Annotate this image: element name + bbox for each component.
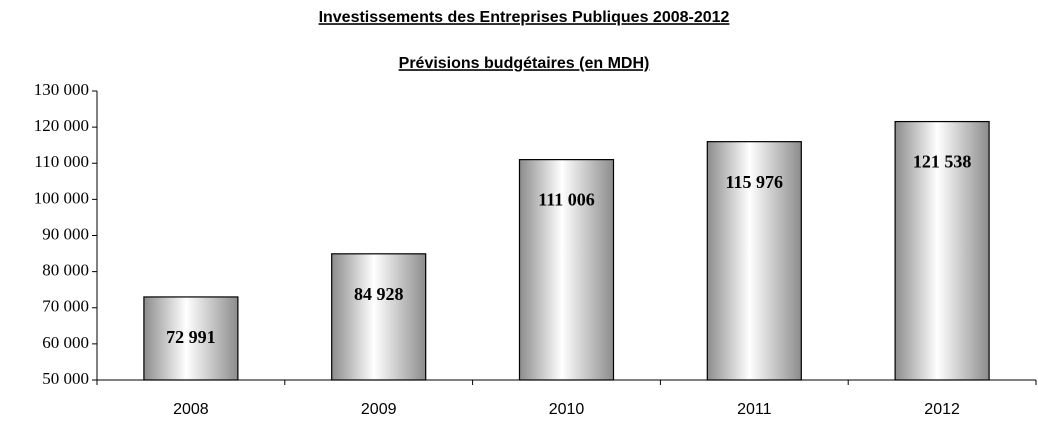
x-tick-label: 2012 [924,401,960,418]
bar [143,296,239,381]
x-tick-label: 2010 [549,401,585,418]
x-tick-label: 2011 [737,401,772,418]
y-tick-label: 60 000 [42,333,89,352]
bar [331,253,427,381]
y-tick-label: 50 000 [42,369,89,388]
chart-title: Investissements des Entreprises Publique… [319,9,730,26]
value-label: 111 006 [538,190,595,210]
y-tick-label: 90 000 [42,224,89,243]
y-tick-label: 130 000 [34,80,89,99]
value-label: 84 928 [354,284,404,304]
y-tick-label: 80 000 [42,261,89,280]
value-label: 115 976 [726,172,784,192]
value-label: 72 991 [166,327,216,347]
bar [706,141,802,381]
y-tick-label: 70 000 [42,297,89,316]
y-tick-label: 110 000 [34,152,89,171]
chart-subtitle: Prévisions budgétaires (en MDH) [399,55,650,72]
x-tick-label: 2009 [361,401,397,418]
bar [894,120,990,381]
y-tick-label: 100 000 [34,188,89,207]
value-label: 121 538 [913,152,972,172]
bar [518,159,615,381]
y-tick-label: 120 000 [34,116,89,135]
x-tick-label: 2008 [173,401,209,418]
